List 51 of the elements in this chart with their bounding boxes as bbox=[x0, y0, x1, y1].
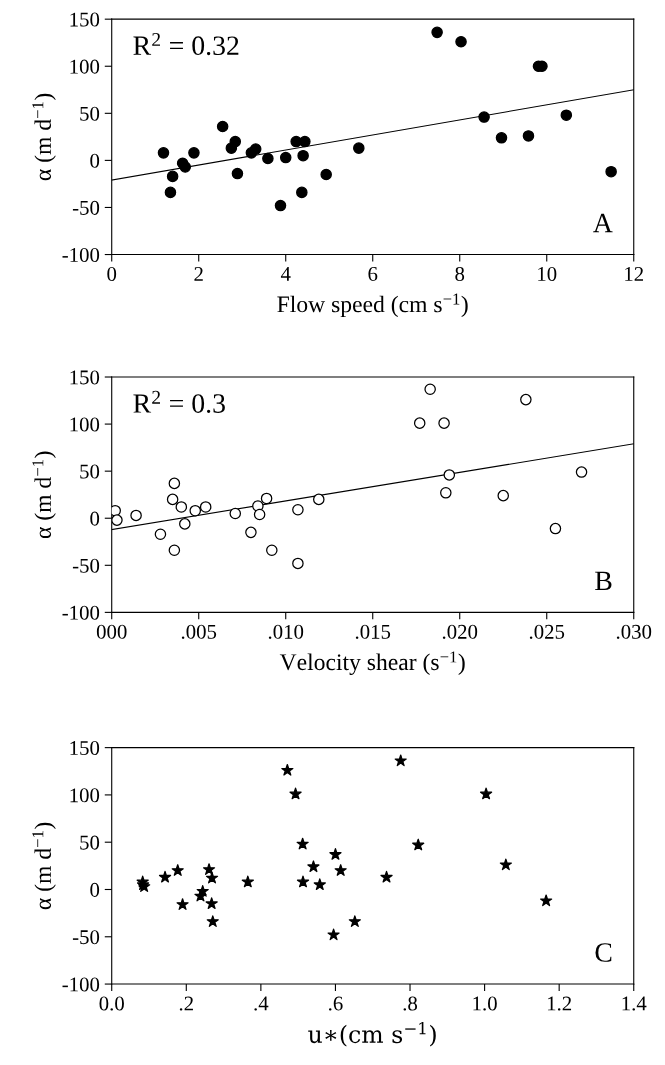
x-tick-label: 6 bbox=[368, 267, 378, 281]
x-tick-label: .4 bbox=[254, 996, 269, 1011]
annotation: R$^{2}$ = 0.32 bbox=[133, 32, 239, 56]
y-axis-title: α (m d$^{−1}$) bbox=[32, 93, 56, 181]
x-tick-label: 10 bbox=[538, 266, 557, 281]
y-tick-label: 50 bbox=[80, 464, 100, 479]
y-tick-label: 150 bbox=[70, 741, 100, 756]
y-tick-label: 50 bbox=[80, 106, 100, 121]
y-tick-label: -100 bbox=[62, 247, 100, 262]
y-tick-label: 150 bbox=[70, 12, 100, 27]
x-tick-label: .010 bbox=[268, 624, 304, 639]
y-axis-title: α (m d$^{−1}$) bbox=[32, 451, 56, 539]
y-tick-label: 100 bbox=[70, 59, 100, 74]
x-tick-label: .2 bbox=[179, 996, 193, 1011]
annotation: B bbox=[595, 571, 612, 591]
y-tick-label: 50 bbox=[80, 835, 100, 850]
x-axis-title: Flow speed (cm s$^{−1}$) bbox=[277, 293, 468, 318]
x-tick-label: .6 bbox=[329, 996, 343, 1011]
x-tick-label: 000 bbox=[96, 624, 127, 639]
x-tick-label: 4 bbox=[280, 267, 291, 281]
x-axis-title: Velocity shear (s$^{−1}$) bbox=[279, 651, 465, 675]
x-tick-label: 1.2 bbox=[547, 996, 572, 1011]
y-tick-label: 0 bbox=[90, 511, 100, 526]
y-axis-title: α (m d$^{−1}$) bbox=[32, 822, 56, 910]
x-axis-title: u∗(cm s$^{−1}$) bbox=[308, 1021, 436, 1047]
x-tick-label: 8 bbox=[455, 266, 465, 281]
y-tick-label: -50 bbox=[72, 930, 100, 945]
x-tick-label: .025 bbox=[529, 624, 565, 639]
y-tick-label: -100 bbox=[62, 977, 100, 992]
annotation: R$^{2}$ = 0.3 bbox=[133, 390, 225, 414]
x-tick-label: 0 bbox=[107, 266, 117, 281]
y-tick-label: 0 bbox=[90, 153, 100, 168]
x-tick-label: .020 bbox=[442, 624, 478, 639]
y-tick-label: 100 bbox=[70, 417, 100, 432]
x-tick-label: 1.0 bbox=[473, 996, 497, 1011]
x-tick-label: .030 bbox=[616, 624, 652, 639]
x-tick-label: 1.4 bbox=[622, 996, 647, 1011]
x-tick-label: 0.0 bbox=[99, 996, 124, 1011]
y-tick-label: -50 bbox=[72, 200, 100, 215]
x-tick-label: .8 bbox=[403, 996, 418, 1011]
y-tick-label: -50 bbox=[72, 558, 100, 573]
x-tick-label: 12 bbox=[625, 267, 644, 281]
y-tick-label: 0 bbox=[90, 882, 100, 897]
y-tick-label: 150 bbox=[70, 370, 100, 385]
y-tick-label: 100 bbox=[70, 788, 100, 803]
annotation: A bbox=[593, 213, 613, 233]
x-tick-label: .005 bbox=[181, 624, 217, 639]
annotation: C bbox=[595, 943, 612, 962]
x-tick-label: .015 bbox=[355, 624, 391, 639]
x-tick-label: 2 bbox=[194, 267, 203, 281]
y-tick-label: -100 bbox=[62, 605, 100, 620]
